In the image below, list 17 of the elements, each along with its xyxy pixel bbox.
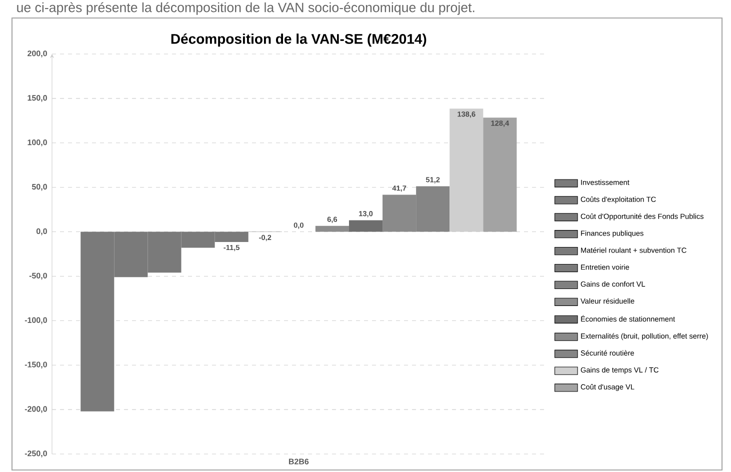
y-tick-label: 0,0 <box>36 228 47 236</box>
y-tick-label: -250,0 <box>24 450 47 458</box>
x-tick-label: B2B6 <box>288 458 309 464</box>
bar <box>348 220 383 232</box>
y-tick-label: -200,0 <box>24 406 47 413</box>
text: ue ci-après présente la décomposition de la VAN socio-économique du projet. <box>17 2 474 15</box>
bar <box>483 118 517 232</box>
y-tick-label: -150,0 <box>24 362 47 369</box>
bar <box>450 108 484 232</box>
bar <box>315 226 349 232</box>
y-tick-label: 150,0 <box>28 95 47 102</box>
y-tick-label: -100,0 <box>24 317 47 324</box>
y-tick-label: 50,0 <box>32 184 47 191</box>
y-tick-label: -50,0 <box>29 272 47 280</box>
y-tick-label: 100,0 <box>28 139 47 146</box>
y-tick-label: 200,0 <box>28 50 47 58</box>
chart-title: Décomposition de la VAN-SE (M€2014) <box>171 33 426 47</box>
